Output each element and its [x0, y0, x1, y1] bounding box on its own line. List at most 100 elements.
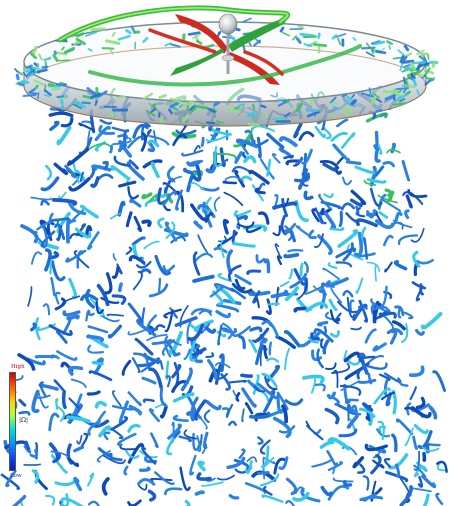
- vortex-filament: [54, 291, 61, 305]
- rim-vortex-filament: [169, 97, 182, 104]
- vortex-filament: [84, 288, 95, 309]
- vortex-filament: [87, 325, 109, 334]
- vortex-wake: [0, 85, 448, 506]
- vortex-filament: [132, 270, 143, 291]
- vortex-filament: [103, 454, 126, 465]
- rim-vortex-filament: [178, 104, 184, 108]
- rim-vortex-filament: [22, 93, 37, 98]
- vortex-filament: [53, 379, 66, 393]
- vortex-filament: [226, 456, 246, 470]
- vortex-filament: [413, 464, 427, 478]
- vortex-filament: [322, 325, 327, 336]
- vortex-filament: [79, 204, 99, 219]
- vortex-filament: [127, 186, 139, 200]
- vortex-filament: [127, 135, 146, 149]
- rim-vortex-filament: [417, 72, 425, 78]
- vortex-filament: [263, 258, 271, 274]
- rim-vortex-filament: [32, 66, 41, 70]
- vortex-filament: [332, 462, 339, 475]
- vortex-filament: [391, 433, 398, 453]
- rim-vortex-filament: [264, 112, 268, 119]
- colorbar-low-label: Low: [10, 473, 22, 479]
- vortex-filament: [27, 286, 33, 307]
- vortex-filament: [343, 351, 361, 363]
- vortex-filament: [398, 381, 409, 387]
- colorbar-high-label: High: [11, 364, 25, 370]
- vortex-filament: [372, 306, 390, 313]
- vortex-filament: [331, 396, 340, 406]
- rim-vortex-filament: [406, 85, 416, 88]
- rim-vortex-filament: [43, 93, 50, 98]
- rim-vortex-filament: [20, 80, 30, 84]
- vortex-filament: [330, 285, 343, 304]
- vortex-filament: [86, 472, 95, 487]
- vortex-filament: [385, 470, 409, 483]
- rim-vortex-filament: [402, 88, 407, 94]
- vortex-filament: [165, 375, 171, 388]
- vortex-filament: [111, 265, 120, 280]
- vortex-filament: [189, 324, 202, 330]
- vortex-filament: [354, 165, 376, 175]
- vortex-filament: [192, 251, 201, 276]
- vortex-filament: [241, 387, 257, 408]
- rim-vortex-filament: [90, 27, 106, 32]
- vortex-filament: [189, 339, 197, 362]
- rim-vortex-filament: [242, 44, 246, 52]
- vortex-filament: [356, 252, 376, 258]
- vortex-filament: [409, 487, 432, 493]
- vortex-filament: [215, 309, 231, 319]
- vortex-filament: [112, 253, 117, 261]
- vortex-filament: [401, 159, 411, 182]
- vortex-filament: [110, 416, 129, 431]
- rim-vortex-filament: [299, 32, 314, 37]
- vortex-filament: [237, 215, 249, 221]
- rim-vortex-filament: [312, 112, 317, 117]
- vortex-filament: [146, 334, 168, 342]
- vortex-filament: [139, 256, 146, 266]
- vortex-filament: [357, 378, 377, 384]
- vortex-filament: [366, 210, 375, 219]
- vortex-filament: [236, 215, 241, 230]
- rim-vortex-filament: [399, 63, 404, 72]
- vortex-filament: [148, 283, 169, 298]
- vortex-filament: [141, 192, 153, 200]
- vortex-filament: [327, 437, 351, 451]
- rim-vortex-filament: [15, 73, 20, 81]
- vortex-filament: [164, 487, 183, 496]
- rim-vortex-filament: [16, 70, 24, 76]
- colorbar-gradient: [9, 372, 16, 471]
- vortex-filament: [52, 452, 61, 464]
- rim-vortex-filament: [111, 31, 116, 37]
- rim-vortex-filament: [43, 89, 52, 96]
- vortex-filament: [264, 376, 278, 391]
- vortex-filament: [436, 460, 448, 473]
- vortex-filament: [234, 274, 252, 286]
- vortex-filament: [322, 267, 341, 281]
- vortex-filament: [139, 466, 151, 472]
- vortex-filament: [31, 389, 40, 414]
- rim-vortex-filament: [331, 34, 338, 40]
- vortex-filament: [233, 133, 252, 148]
- vortex-filament: [154, 254, 171, 276]
- vortex-filament: [147, 139, 160, 148]
- vortex-filament: [203, 409, 211, 424]
- vortex-filament: [436, 462, 447, 472]
- vortex-filament: [319, 440, 335, 449]
- vortex-filament: [121, 359, 132, 376]
- vortex-filament: [127, 499, 142, 506]
- vortex-filament: [306, 424, 324, 441]
- vortex-filament: [369, 187, 383, 207]
- vortex-filament: [192, 274, 215, 283]
- vortex-filament: [200, 323, 211, 334]
- vortex-filament: [54, 223, 66, 240]
- vortex-filament: [295, 225, 312, 238]
- vortex-filament: [226, 249, 233, 275]
- rim-vortex-filament: [181, 33, 186, 43]
- vortex-filament: [362, 402, 374, 412]
- rim-vortex-filament: [117, 35, 131, 41]
- vortex-filament: [214, 362, 231, 369]
- vortex-filament: [113, 155, 131, 167]
- vortex-filament: [275, 335, 296, 350]
- color-legend: High |Ω| Low: [8, 364, 28, 479]
- rim-vortex-filament: [373, 40, 385, 46]
